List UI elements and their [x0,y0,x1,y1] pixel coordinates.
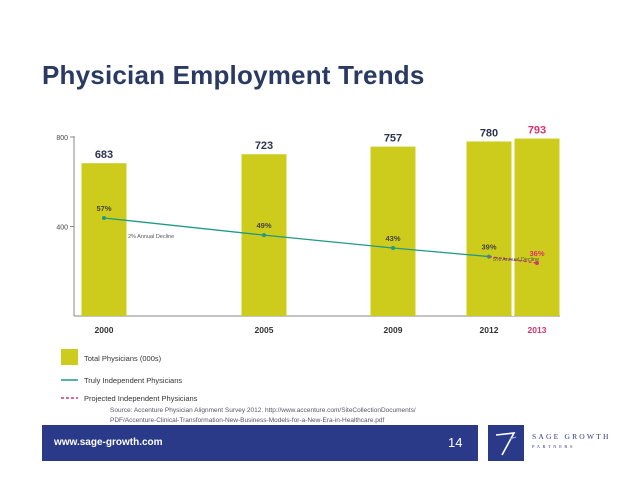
legend-label-2: Projected Independent Physicians [84,394,198,403]
bar-value-label-2009: 757 [384,133,402,145]
chart-lines [102,216,539,265]
independent-label-2005: 49% [256,221,271,230]
x-tick-label-2005: 2005 [255,325,274,335]
page-number: 14 [448,435,463,450]
projected-point-2013 [535,261,539,265]
chart-legend: Total Physicians (000s) Truly Independent… [61,349,198,403]
bar-value-label-2013: 793 [528,125,546,137]
source-citation-line2: PDF/Accenture-Clinical-Transformation-Ne… [110,417,385,424]
source-citation-line1: Source: Accenture Physician Alignment Su… [110,407,416,414]
projected-label-2013: 36% [529,249,544,258]
x-tick-label-2009: 2009 [384,325,403,335]
independent-point-2005 [262,233,266,238]
bar-2000 [81,163,127,316]
independent-point-2000 [102,216,106,220]
independent-label-2000: 57% [96,204,111,213]
bar-value-label-2000: 683 [95,149,113,161]
x-tick-label-2012: 2012 [480,325,499,335]
bar-2013 [514,138,560,316]
x-tick-label-2000: 2000 [95,325,114,335]
independent-line-segment [392,247,490,258]
footer-bar: www.sage-growth.com 14 [42,425,478,461]
bar-value-label-2012: 780 [480,127,498,139]
independent-point-2012 [487,254,491,259]
chart-labels: 683 2000 723 2005 757 2009 780 2012 793 2013 57% 49… [95,125,547,335]
projected-line-segment [488,255,538,264]
legend-label-0: Total Physicians (000s) [84,354,162,363]
y-tick-label: 800 [56,135,68,142]
logo-subtext: PARTNERS [532,444,576,449]
page-title: Physician Employment Trends [42,60,425,90]
logo-text: SAGE GROWTH [532,432,611,441]
chart-bars [81,138,560,316]
annotation-5pct-decline: 5% Annual Decline [493,257,539,263]
annotation-2pct-decline: 2% Annual Decline [128,234,174,240]
legend-label-1: Truly Independent Physicians [84,376,182,385]
logo-mark-icon [495,432,517,456]
footer-url[interactable]: www.sage-growth.com [54,437,163,448]
independent-label-2009: 43% [385,234,400,243]
sage-growth-logo [488,425,524,461]
y-tick-label: 400 [56,225,68,232]
bar-2009 [370,146,416,316]
independent-point-2009 [391,246,395,250]
bar-2012 [466,141,512,316]
bar-value-label-2005: 723 [255,140,273,152]
independent-label-2012: 39% [481,243,496,252]
legend-swatch-total [61,349,78,365]
x-tick-label-2013: 2013 [528,325,547,335]
independent-line-segment [103,217,265,236]
independent-line-segment [263,234,394,249]
